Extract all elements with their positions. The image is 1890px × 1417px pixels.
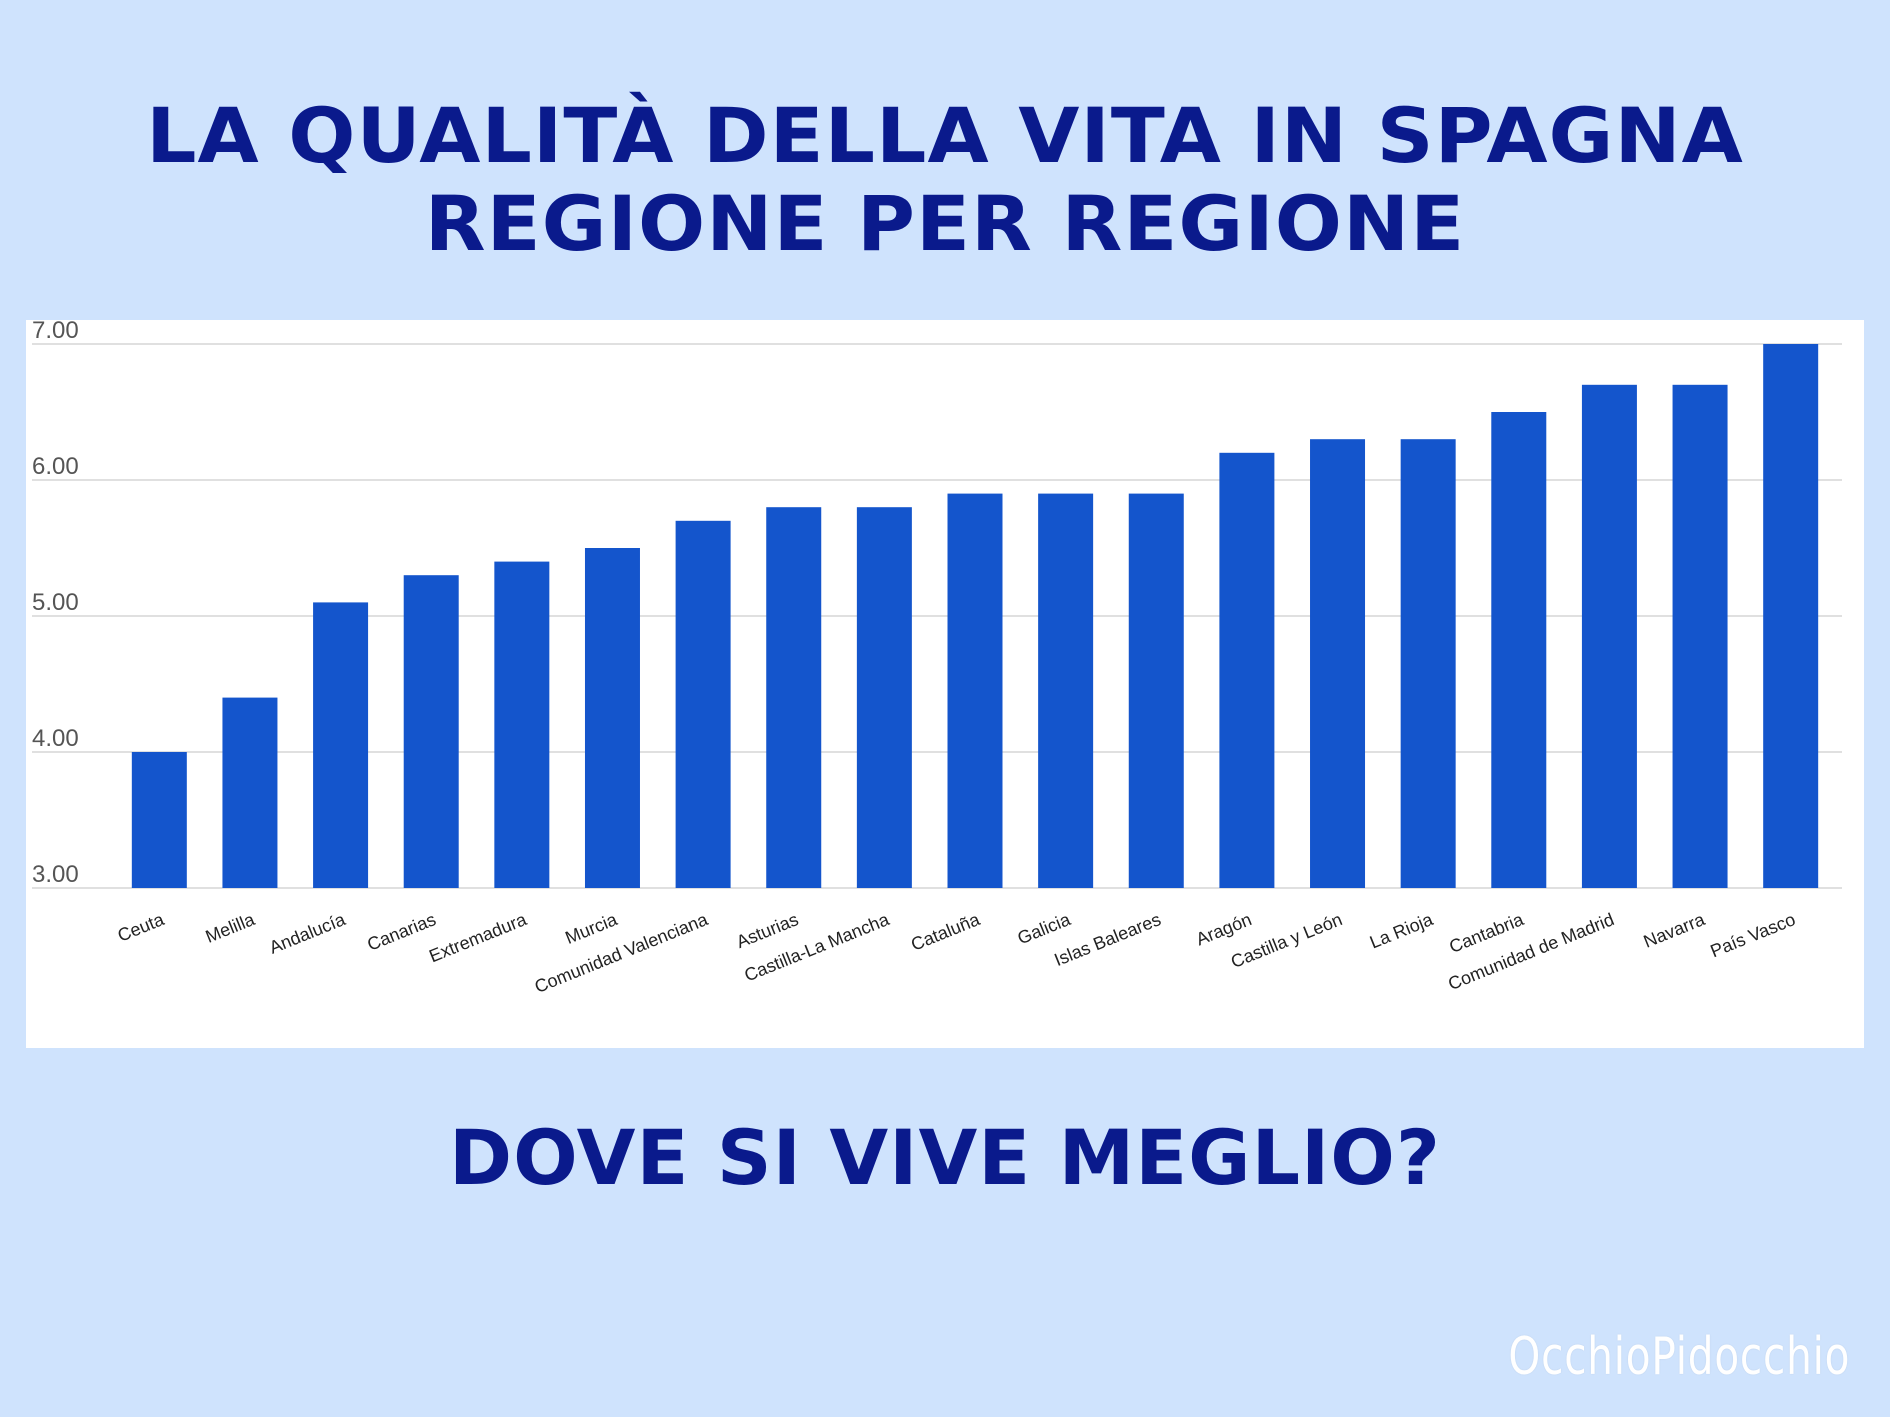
bar xyxy=(1038,493,1094,888)
watermark-logo: OcchioPidocchio xyxy=(1508,1327,1850,1387)
bar xyxy=(1310,439,1366,888)
x-tick-label: Comunidad de Madrid xyxy=(1445,909,1617,994)
bar xyxy=(222,697,278,888)
bar xyxy=(584,548,640,888)
page-title: LA QUALITÀ DELLA VITA IN SPAGNA REGIONE … xyxy=(0,92,1890,268)
bar xyxy=(494,561,550,888)
bar xyxy=(675,520,731,888)
bar xyxy=(1491,412,1547,888)
x-tick-label: La Rioja xyxy=(1367,909,1437,953)
bar xyxy=(1763,344,1819,888)
bar xyxy=(766,507,822,888)
x-tick-label: Ceuta xyxy=(115,909,168,946)
bar xyxy=(1219,452,1275,888)
bar-chart: 3.00 4.00 5.00 6.00 7.00 Ceuta Melilla Andalucí… xyxy=(32,320,1842,997)
y-tick-label: 7.00 xyxy=(32,320,79,344)
bar xyxy=(313,602,369,888)
x-tick-label: Galicia xyxy=(1015,909,1074,949)
bar xyxy=(131,752,187,888)
chart-panel: 3.00 4.00 5.00 6.00 7.00 Ceuta Melilla Andalucí… xyxy=(26,320,1864,1048)
x-tick-label: Andalucía xyxy=(266,909,349,958)
x-tick-label: País Vasco xyxy=(1708,909,1799,961)
y-tick-label: 5.00 xyxy=(32,589,79,616)
x-tick-label: Cataluña xyxy=(908,909,983,955)
bar xyxy=(1400,439,1456,888)
y-tick-label: 6.00 xyxy=(32,453,79,480)
x-tick-label: Navarra xyxy=(1641,909,1709,952)
bar xyxy=(856,507,912,888)
question-heading: DOVE SI VIVE MEGLIO? xyxy=(449,1113,1441,1202)
title-line-2: REGIONE PER REGIONE xyxy=(424,179,1466,268)
x-tick-label: Murcia xyxy=(562,909,620,948)
bar xyxy=(1672,384,1728,888)
x-tick-label: Asturias xyxy=(733,909,801,952)
y-tick-label: 4.00 xyxy=(32,725,79,752)
x-tick-label: Melilla xyxy=(203,909,259,947)
x-tick-label: Aragón xyxy=(1193,909,1254,949)
bar xyxy=(1581,384,1637,888)
bar xyxy=(403,575,459,888)
x-tick-label: Comunidad Valenciana xyxy=(532,909,712,997)
x-tick-label: Extremadura xyxy=(426,909,530,967)
y-tick-label: 3.00 xyxy=(32,861,79,888)
title-line-1: LA QUALITÀ DELLA VITA IN SPAGNA xyxy=(146,91,1744,180)
bar xyxy=(947,493,1003,888)
bar xyxy=(1128,493,1184,888)
